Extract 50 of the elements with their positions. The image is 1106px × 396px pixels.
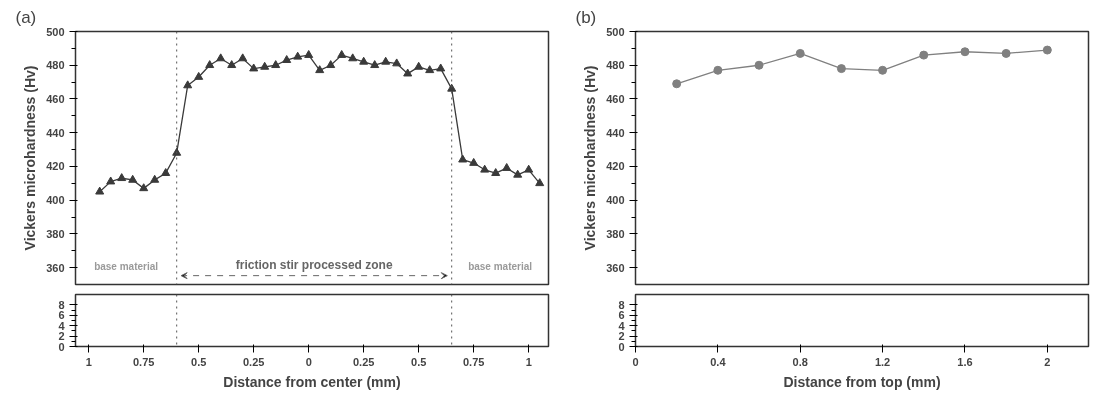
y-tick-label: 2	[58, 330, 65, 343]
y-tick-label: 500	[46, 25, 65, 38]
y-tick-label: 6	[58, 309, 65, 322]
x-tick-label: 0	[632, 355, 639, 368]
y-tick-label: 460	[46, 92, 65, 105]
x-tick-label: 1	[525, 355, 532, 368]
chart-title: (b)	[575, 7, 597, 27]
y-tick-label: 8	[58, 298, 65, 311]
x-tick-label: 0.5	[191, 355, 207, 368]
annotation: base material	[94, 260, 159, 272]
x-tick-label: 0.25	[353, 355, 375, 368]
y-tick-label: 500	[606, 25, 625, 38]
y-tick-label: 380	[606, 227, 625, 240]
y-tick-label: 480	[46, 59, 65, 72]
y-tick-label: 480	[606, 59, 625, 72]
x-tick-label: 0.75	[133, 355, 155, 368]
y-tick-label: 8	[618, 298, 625, 311]
x-tick-label: 0.8	[792, 355, 808, 368]
x-tick-label: 0.4	[710, 355, 727, 368]
y-tick-label: 360	[46, 261, 65, 274]
x-tick-label: 2	[1044, 355, 1051, 368]
y-tick-label: 6	[618, 309, 625, 322]
annotation: base material	[468, 260, 533, 272]
y-axis-title: Vickers microhardness (Hv)	[22, 65, 39, 251]
chart-title: (a)	[15, 7, 37, 27]
y-tick-label: 440	[46, 126, 65, 139]
y-tick-label: 440	[606, 126, 625, 139]
y-tick-label: 420	[606, 160, 625, 173]
x-tick-label: 0.5	[411, 355, 427, 368]
y-axis-title: Vickers microhardness (Hv)	[582, 65, 599, 251]
y-tick-label: 0	[58, 340, 65, 353]
y-tick-label: 380	[46, 227, 65, 240]
x-tick-label: 0.25	[243, 355, 265, 368]
annotation: friction stir processed zone	[235, 257, 393, 272]
y-tick-label: 460	[606, 92, 625, 105]
x-tick-label: 1.2	[874, 355, 891, 368]
y-tick-label: 4	[58, 319, 66, 332]
x-axis-title: Distance from top (mm)	[783, 373, 941, 390]
y-tick-label: 0	[618, 340, 625, 353]
y-tick-label: 4	[618, 319, 626, 332]
x-axis-title: Distance from center (mm)	[223, 373, 401, 390]
y-tick-label: 400	[606, 194, 625, 207]
y-tick-label: 400	[46, 194, 65, 207]
x-tick-label: 0.75	[463, 355, 485, 368]
x-tick-label: 0	[305, 355, 312, 368]
y-tick-label: 2	[618, 330, 625, 343]
y-tick-label: 360	[606, 261, 625, 274]
x-tick-label: 1	[85, 355, 92, 368]
y-tick-label: 420	[46, 160, 65, 173]
x-tick-label: 1.6	[957, 355, 973, 368]
